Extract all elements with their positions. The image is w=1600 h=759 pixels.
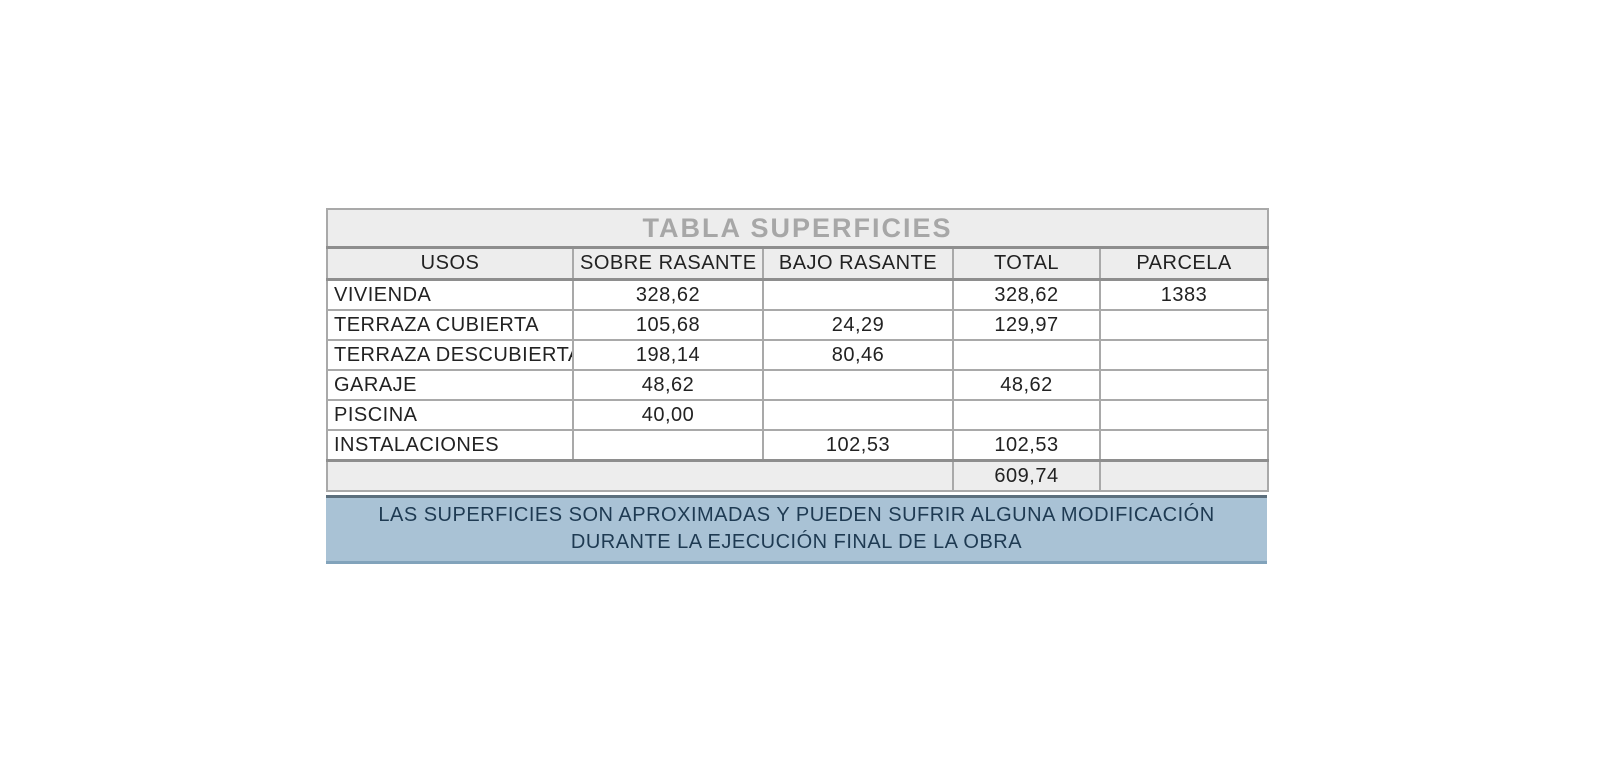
- summary-parcela-cell: [1098, 459, 1270, 492]
- cell-parcela: [1098, 429, 1270, 462]
- cell-usos: TERRAZA DESCUBIERTA: [326, 339, 574, 371]
- cell-sobre-rasante: 105,68: [572, 309, 764, 341]
- row-piscina: PISCINA 40,00: [326, 399, 1270, 431]
- cell-usos: PISCINA: [326, 399, 574, 431]
- cell-total: [952, 399, 1101, 431]
- cell-usos: INSTALACIONES: [326, 429, 574, 462]
- table-title: TABLA SUPERFICIES: [325, 208, 1270, 249]
- footer-line-1: LAS SUPERFICIES SON APROXIMADAS Y PUEDEN…: [378, 504, 1215, 526]
- column-header-parcela: PARCELA: [1098, 246, 1270, 281]
- column-header-total: TOTAL: [952, 246, 1101, 281]
- cell-sobre-rasante: 40,00: [572, 399, 764, 431]
- cell-bajo-rasante: 24,29: [762, 309, 954, 341]
- cell-sobre-rasante: 328,62: [572, 278, 764, 311]
- cell-bajo-rasante: [762, 399, 954, 431]
- cell-usos: VIVIENDA: [326, 278, 574, 311]
- row-garaje: GARAJE 48,62 48,62: [326, 369, 1270, 401]
- cell-total: 102,53: [952, 429, 1101, 462]
- column-header-bajo-rasante: BAJO RASANTE: [762, 246, 954, 281]
- cell-total: 328,62: [952, 278, 1101, 311]
- cell-usos: GARAJE: [326, 369, 574, 401]
- row-terraza-descubierta: TERRAZA DESCUBIERTA 198,14 80,46: [326, 339, 1270, 371]
- column-header-usos: USOS: [326, 246, 574, 281]
- summary-total-cell: 609,74: [952, 459, 1101, 492]
- footer-line-2: DURANTE LA EJECUCIÓN FINAL DE LA OBRA: [570, 531, 1023, 553]
- column-header-sobre-rasante: SOBRE RASANTE: [572, 246, 764, 281]
- cell-total: 48,62: [952, 369, 1101, 401]
- cell-bajo-rasante: 80,46: [762, 339, 954, 371]
- row-terraza-cubierta: TERRAZA CUBIERTA 105,68 24,29 129,97: [326, 309, 1270, 341]
- cell-parcela: [1098, 369, 1270, 401]
- cell-bajo-rasante: [762, 369, 954, 401]
- footer-note: LAS SUPERFICIES SON APROXIMADAS Y PUEDEN…: [326, 495, 1267, 564]
- row-instalaciones: INSTALACIONES 102,53 102,53: [326, 429, 1270, 462]
- cell-usos: TERRAZA CUBIERTA: [326, 309, 574, 341]
- cell-parcela: [1098, 339, 1270, 371]
- summary-row: 609,74: [326, 459, 1270, 492]
- cell-parcela: 1383: [1098, 278, 1270, 311]
- cell-parcela: [1098, 309, 1270, 341]
- cell-bajo-rasante: 102,53: [762, 429, 954, 462]
- tabla-superficies: TABLA SUPERFICIES USOS SOBRE RASANTE BAJ…: [325, 208, 1270, 564]
- surfaces-table: TABLA SUPERFICIES USOS SOBRE RASANTE BAJ…: [325, 208, 1270, 492]
- cell-sobre-rasante: 198,14: [572, 339, 764, 371]
- summary-spacer-cell: [326, 459, 954, 492]
- row-vivienda: VIVIENDA 328,62 328,62 1383: [326, 278, 1270, 311]
- cell-sobre-rasante: 48,62: [572, 369, 764, 401]
- cell-total: 129,97: [952, 309, 1101, 341]
- cell-bajo-rasante: [762, 278, 954, 311]
- cell-sobre-rasante: [572, 429, 764, 462]
- header-row: USOS SOBRE RASANTE BAJO RASANTE TOTAL PA…: [326, 246, 1270, 281]
- title-row: TABLA SUPERFICIES: [325, 208, 1270, 249]
- cell-total: [952, 339, 1101, 371]
- cell-parcela: [1098, 399, 1270, 431]
